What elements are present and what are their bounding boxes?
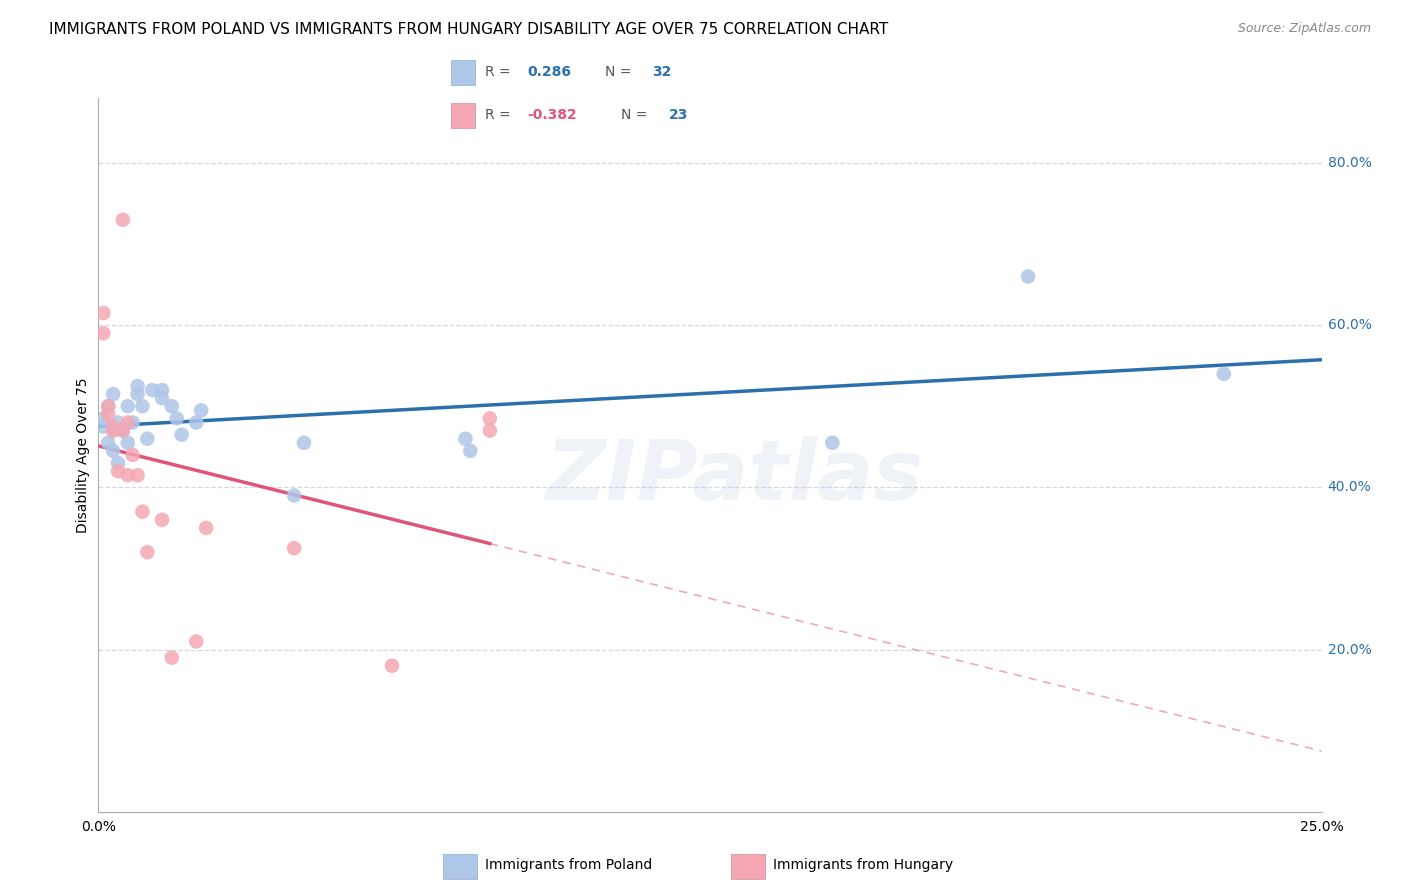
Point bbox=[186, 634, 208, 648]
Text: 23: 23 bbox=[669, 108, 689, 121]
Text: 20.0%: 20.0% bbox=[1327, 642, 1371, 657]
Point bbox=[160, 399, 183, 413]
Point bbox=[190, 403, 212, 417]
Text: 32: 32 bbox=[652, 65, 672, 78]
Text: 0.286: 0.286 bbox=[527, 65, 571, 78]
Text: N =: N = bbox=[605, 65, 636, 78]
Point bbox=[107, 456, 129, 470]
Point bbox=[131, 505, 153, 519]
Point bbox=[97, 399, 120, 413]
Text: 40.0%: 40.0% bbox=[1327, 481, 1371, 494]
Text: R =: R = bbox=[485, 65, 515, 78]
Point bbox=[131, 399, 153, 413]
Point bbox=[91, 419, 114, 434]
Point bbox=[101, 424, 124, 438]
Point bbox=[101, 387, 124, 401]
Text: Source: ZipAtlas.com: Source: ZipAtlas.com bbox=[1237, 22, 1371, 36]
Text: -0.382: -0.382 bbox=[527, 108, 576, 121]
Point bbox=[111, 424, 134, 438]
Point bbox=[283, 541, 305, 556]
Point bbox=[1017, 269, 1039, 284]
FancyBboxPatch shape bbox=[451, 60, 475, 85]
FancyBboxPatch shape bbox=[451, 103, 475, 128]
Point bbox=[121, 416, 143, 430]
Point bbox=[111, 424, 134, 438]
Point bbox=[107, 464, 129, 478]
Point bbox=[150, 513, 173, 527]
Point bbox=[127, 379, 149, 393]
Point bbox=[107, 416, 129, 430]
Point bbox=[117, 435, 139, 450]
Point bbox=[91, 411, 114, 425]
Point bbox=[150, 383, 173, 397]
Point bbox=[127, 468, 149, 483]
Point bbox=[101, 419, 124, 434]
Point bbox=[292, 435, 315, 450]
Point bbox=[141, 383, 163, 397]
FancyBboxPatch shape bbox=[731, 854, 765, 879]
Point bbox=[170, 427, 193, 442]
Point bbox=[91, 326, 114, 341]
Point bbox=[458, 443, 481, 458]
Point bbox=[136, 432, 159, 446]
Point bbox=[478, 424, 501, 438]
Y-axis label: Disability Age Over 75: Disability Age Over 75 bbox=[76, 377, 90, 533]
Point bbox=[111, 212, 134, 227]
Point bbox=[97, 399, 120, 413]
Point bbox=[150, 391, 173, 405]
Point bbox=[117, 399, 139, 413]
Point bbox=[117, 416, 139, 430]
Point bbox=[1212, 367, 1234, 381]
Point bbox=[97, 435, 120, 450]
Point bbox=[283, 488, 305, 502]
Text: 80.0%: 80.0% bbox=[1327, 156, 1372, 170]
Point bbox=[127, 387, 149, 401]
Point bbox=[117, 468, 139, 483]
Point bbox=[160, 650, 183, 665]
Text: R =: R = bbox=[485, 108, 515, 121]
Text: 60.0%: 60.0% bbox=[1327, 318, 1372, 332]
Point bbox=[97, 408, 120, 422]
Point bbox=[136, 545, 159, 559]
Point bbox=[121, 448, 143, 462]
Point bbox=[454, 432, 477, 446]
Text: ZIPatlas: ZIPatlas bbox=[546, 436, 924, 516]
FancyBboxPatch shape bbox=[443, 854, 477, 879]
Point bbox=[381, 658, 404, 673]
Text: N =: N = bbox=[621, 108, 652, 121]
Point bbox=[821, 435, 844, 450]
Point bbox=[101, 424, 124, 438]
Point bbox=[101, 443, 124, 458]
Point bbox=[186, 416, 208, 430]
Text: IMMIGRANTS FROM POLAND VS IMMIGRANTS FROM HUNGARY DISABILITY AGE OVER 75 CORRELA: IMMIGRANTS FROM POLAND VS IMMIGRANTS FRO… bbox=[49, 22, 889, 37]
Point bbox=[166, 411, 188, 425]
Text: Immigrants from Hungary: Immigrants from Hungary bbox=[773, 858, 953, 872]
Point bbox=[195, 521, 218, 535]
Text: Immigrants from Poland: Immigrants from Poland bbox=[485, 858, 652, 872]
Point bbox=[478, 411, 501, 425]
Point bbox=[91, 306, 114, 320]
